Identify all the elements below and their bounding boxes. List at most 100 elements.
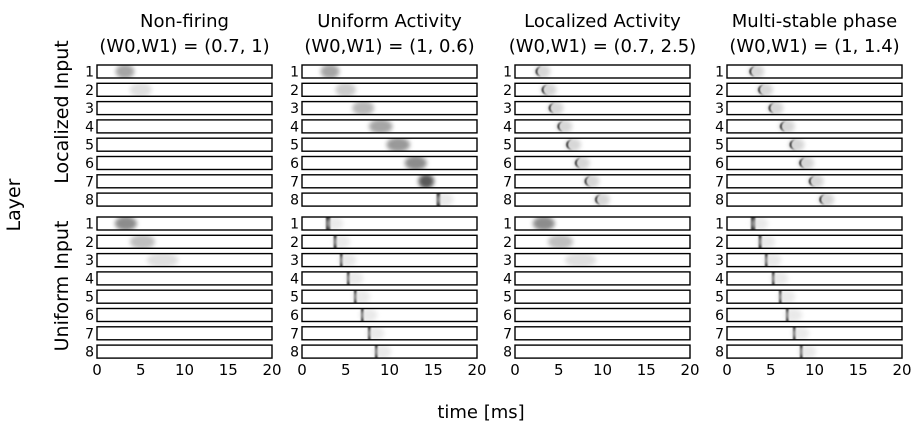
layer-label: 1 [290,65,299,81]
activity-haze [325,217,344,230]
layer-label: 4 [503,271,512,287]
layer-label: 3 [715,253,724,269]
layer-row: 2 [85,82,273,99]
layer-box [726,119,903,134]
layer-box [96,174,273,189]
layer-label: 4 [85,119,94,135]
x-ticks: 0 5 10 15 20 [510,361,699,379]
layer-row: 6 [503,307,691,324]
layer-row: 8 [290,192,478,209]
activity-mark [352,101,375,115]
layer-row: 8 [290,344,478,361]
activity-haze [534,65,551,78]
layer-box [726,100,903,116]
layer-row: 2 [290,234,478,251]
layer-row: 6 [503,155,691,172]
layer-box [96,100,273,116]
x-tick-label: 5 [136,361,146,379]
activity-haze [791,326,810,340]
layer-label: 8 [290,193,299,209]
activity-haze [757,83,773,97]
layer-row: 3 [290,252,478,269]
layer-row: 4 [503,119,691,135]
layer-box [96,64,273,79]
panel-1: Non-firing (W0,W1) = (0.7, 1) 1 2 3 4 5 6 7 8 1 2 3 4… [85,11,281,379]
layer-box [96,119,273,134]
activity-haze [748,65,765,78]
activity-mark [535,66,543,77]
activity-haze [583,174,600,188]
activity-mark [541,84,549,95]
layer-box [301,216,478,231]
activity-mark [129,83,152,97]
layer-row: 8 [503,344,691,361]
layer-box [726,234,903,250]
layer-box [514,119,691,134]
layer-label: 6 [715,156,724,172]
activity-mark [532,217,555,230]
layer-row: 6 [85,155,273,172]
layer-box [96,192,273,207]
layer-label: 6 [290,308,299,324]
x-tick-label: 10 [805,361,824,379]
layer-box [96,216,273,231]
layer-box [96,289,273,304]
layer-row: 3 [503,100,691,117]
x-tick-label: 15 [219,361,238,379]
activity-haze [332,235,351,249]
panel-params: (W0,W1) = (0.7, 1) [99,36,269,57]
activity-haze [366,326,385,340]
layer-row: 3 [715,100,903,117]
group-label-localized: Localized Input [51,40,73,183]
layer-label: 7 [290,174,299,190]
layer-box [726,216,903,231]
layer-box [301,192,478,207]
layer-box [514,100,691,116]
layer-row: 6 [715,307,903,324]
layer-label: 4 [290,271,299,287]
activity-mark [547,235,574,249]
layer-row: 8 [503,192,691,209]
activity-mark [335,83,356,97]
layer-label: 3 [85,101,94,117]
panel-params: (W0,W1) = (0.7, 2.5) [509,36,697,57]
layer-row: 2 [715,82,903,99]
x-tick-label: 0 [510,361,520,379]
layer-row: 4 [85,271,273,287]
x-ticks: 0 5 10 15 20 [297,361,486,379]
activity-mark [780,121,787,132]
layer-label: 8 [85,345,94,361]
layer-row: 5 [715,137,903,154]
layer-label: 4 [85,271,94,287]
x-tick-label: 20 [467,361,486,379]
layer-box [726,271,903,286]
layer-label: 2 [715,83,724,99]
activity-haze [435,193,454,207]
layer-label: 7 [503,174,512,190]
activity-mark [368,119,393,133]
layer-box [514,216,691,231]
activity-mark [749,66,757,77]
activity-haze [573,156,590,170]
layer-box [514,344,691,359]
x-tick-label: 20 [262,361,281,379]
activity-haze [798,345,817,359]
layer-row: 8 [715,192,903,209]
layer-label: 2 [715,235,724,251]
layer-row: 2 [85,234,273,251]
layer-label: 2 [85,83,94,99]
panels: Non-firing (W0,W1) = (0.7, 1) 1 2 3 4 5 6 7 8 1 2 3 4… [85,11,911,379]
layer-row: 7 [715,326,903,342]
x-tick-label: 0 [722,361,732,379]
layer-box [514,271,691,286]
layer-row: 1 [715,216,903,233]
layer-box [301,174,478,189]
activity-mark [129,235,156,249]
layer-box [96,307,273,323]
layer-box [726,344,903,359]
layer-row: 4 [85,119,273,135]
layer-box [301,307,478,323]
layer-label: 6 [85,308,94,324]
panel-params: (W0,W1) = (1, 0.6) [304,36,474,57]
